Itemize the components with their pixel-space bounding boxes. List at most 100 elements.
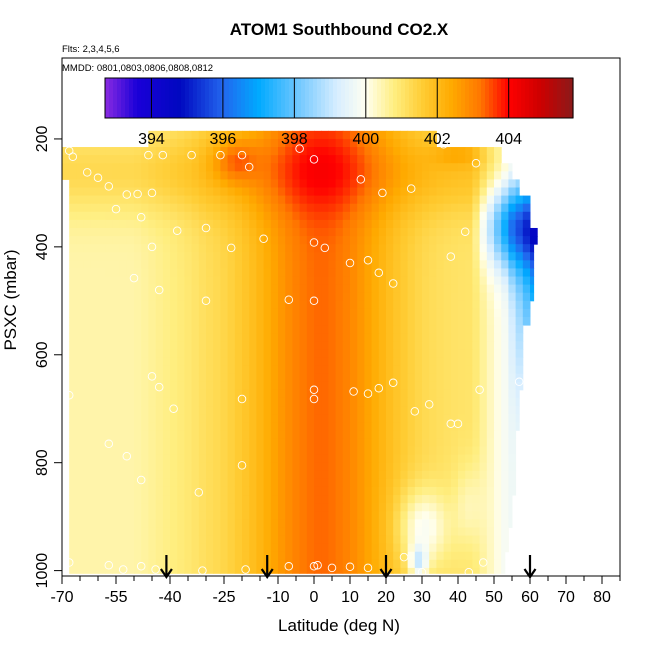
heatmap-cell [501,308,509,318]
heatmap-cell [443,317,452,326]
heatmap-cell [263,130,272,140]
heatmap-cell [522,284,531,294]
heatmap-cell [486,317,495,326]
heatmap-cell [184,486,193,496]
heatmap-cell [213,236,221,245]
heatmap-cell [393,559,401,569]
heatmap-cell [422,357,430,367]
heatmap-cell [378,325,387,334]
heatmap-cell [465,244,473,253]
heatmap-cell [479,155,488,164]
heatmap-cell [371,325,380,334]
heatmap-cell [141,438,149,447]
heatmap-cell [378,333,387,342]
colorbar-swatch [333,78,338,118]
heatmap-cell [393,511,401,520]
heatmap-cell [393,543,401,553]
heatmap-cell [299,446,308,456]
colorbar-swatch [357,78,362,118]
heatmap-cell [242,155,250,164]
heatmap-cell [263,179,272,188]
colorbar-swatch [561,78,566,118]
heatmap-cell [378,551,387,561]
colorbar-swatch [113,78,118,118]
heatmap-cell [479,284,488,294]
heatmap-cell [263,470,272,480]
heatmap-cell [321,397,329,407]
heatmap-cell [69,438,77,447]
heatmap-cell [393,260,401,269]
heatmap-cell [335,535,344,545]
heatmap-cell [407,559,416,569]
heatmap-cell [213,551,221,561]
heatmap-cell [422,268,430,278]
heatmap-cell [155,292,164,302]
heatmap-cell [515,284,524,294]
heatmap-cell [335,227,344,237]
heatmap-cell [458,317,466,326]
heatmap-cell [256,567,265,574]
heatmap-cell [191,130,200,140]
heatmap-cell [234,292,243,302]
heatmap-cell [177,349,185,358]
heatmap-cell [256,349,265,358]
heatmap-cell [134,495,142,504]
colorbar-swatch [421,78,426,118]
heatmap-cell [263,244,272,253]
heatmap-cell [198,397,207,407]
heatmap-cell [342,357,351,367]
heatmap-cell [400,236,409,245]
heatmap-cell [126,406,135,415]
heatmap-cell [393,333,401,342]
heatmap-cell [184,130,193,140]
y-tick-label: 600 [34,341,51,368]
heatmap-cell [148,511,157,520]
heatmap-cell [450,260,459,269]
heatmap-cell [292,422,301,431]
heatmap-cell [450,147,459,156]
heatmap-cell [306,430,315,439]
heatmap-cell [198,138,207,148]
heatmap-cell [292,535,301,545]
heatmap-cell [177,130,185,140]
heatmap-cell [414,422,423,431]
heatmap-cell [227,179,236,188]
heatmap-cell [350,381,358,391]
heatmap-cell [458,292,466,302]
sample-point [471,158,481,168]
heatmap-cell [378,543,387,553]
heatmap-cell [134,567,142,574]
heatmap-cell [220,511,229,520]
heatmap-cell [76,187,85,197]
heatmap-cell [242,236,250,245]
heatmap-cell [234,325,243,334]
heatmap-cell [515,414,520,423]
heatmap-cell [508,300,517,310]
heatmap-cell [414,373,423,383]
heatmap-cell [386,276,394,286]
heatmap-cell [508,260,517,269]
heatmap-cell [393,179,401,188]
heatmap-cell [342,422,351,431]
heatmap-cell [357,341,365,350]
heatmap-cell [407,381,416,391]
heatmap-cell [206,373,214,383]
heatmap-cell [177,284,185,294]
heatmap-cell [414,357,423,367]
heatmap-cell [386,203,394,213]
heatmap-cell [155,179,164,188]
heatmap-cell [407,138,416,148]
heatmap-cell [83,559,92,569]
sample-point [345,562,355,572]
heatmap-cell [450,155,459,164]
heatmap-cell [465,414,473,423]
heatmap-cell [134,430,142,439]
heatmap-cell [306,422,315,431]
heatmap-cell [479,543,488,553]
heatmap-cell [472,438,481,447]
heatmap-cell [119,317,128,326]
heatmap-cell [494,244,502,253]
heatmap-cell [407,349,416,358]
heatmap-cell [299,219,308,229]
heatmap-cell [443,325,452,334]
